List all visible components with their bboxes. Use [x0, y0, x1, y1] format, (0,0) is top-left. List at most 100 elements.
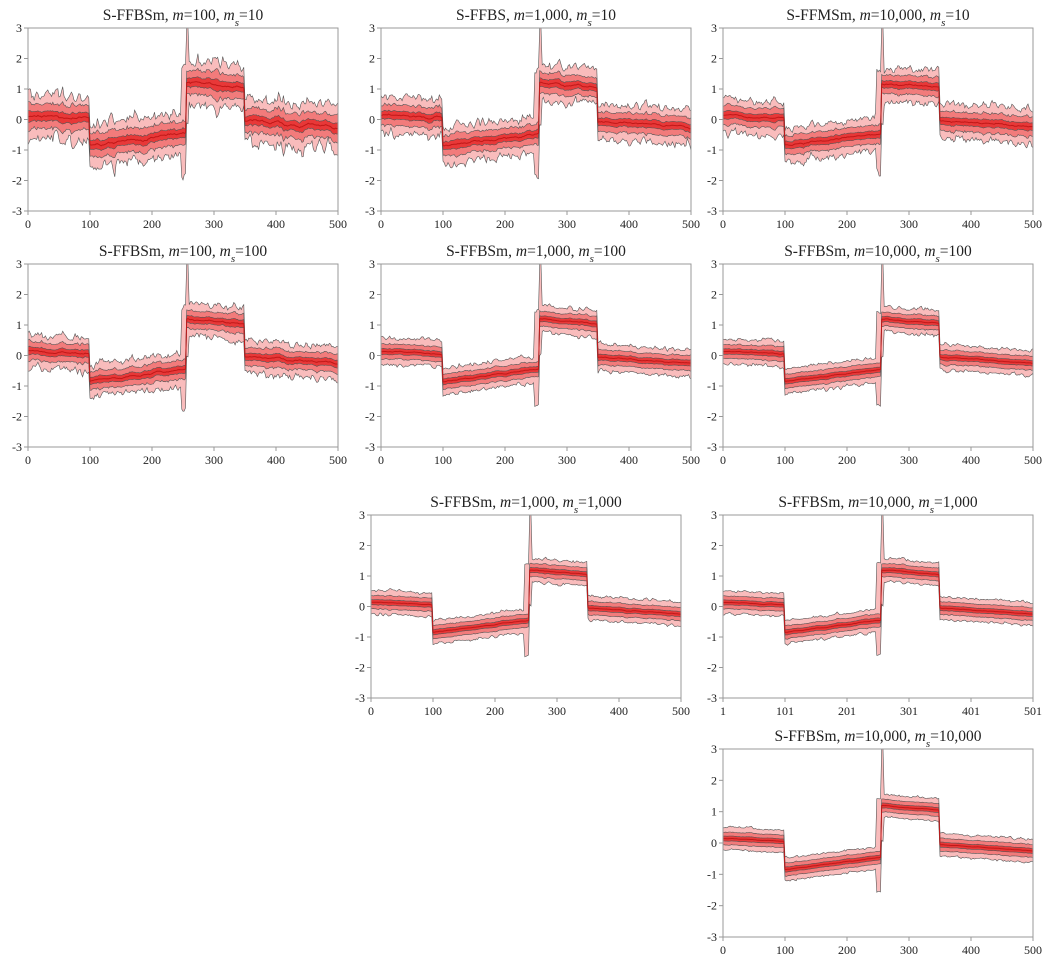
x-tick-label: 400	[962, 453, 980, 467]
chart-panel: S-FFBSm, m=1,000, ms=1,000 3 2 1 0 -1 -2 -3 0 100…	[343, 487, 693, 723]
band-outer	[380, 27, 692, 180]
y-tick-label: 2	[711, 773, 717, 787]
x-tick-label: 400	[620, 453, 638, 467]
chart-panel: S-FFBSm, m=10,000, ms=1,000 3 2 1 0 -1 -2 -3 1 10…	[695, 487, 1045, 723]
x-tick-label: 400	[610, 704, 628, 718]
median-line	[722, 318, 1034, 382]
chart-title: S-FFMSm, m=10,000, ms=10	[786, 7, 970, 29]
x-tick-label: 100	[434, 217, 452, 231]
x-tick-label: 100	[776, 453, 794, 467]
chart-title: S-FFBSm, m=100, ms=100	[99, 243, 267, 265]
y-tick-label: -1	[365, 143, 375, 157]
y-tick-label: 0	[711, 349, 717, 363]
x-tick-label: 200	[143, 217, 161, 231]
x-tick-label: 200	[486, 704, 504, 718]
x-tick-label: 0	[720, 217, 726, 231]
x-tick-label: 500	[682, 453, 700, 467]
y-tick-label: -1	[365, 379, 375, 393]
y-tick-label: 3	[369, 21, 375, 35]
x-tick-label: 400	[620, 217, 638, 231]
y-tick-label: -2	[707, 410, 717, 424]
y-tick-label: -1	[12, 379, 22, 393]
y-tick-label: 0	[369, 113, 375, 127]
y-tick-label: -2	[12, 174, 22, 188]
x-tick-label: 0	[720, 943, 726, 957]
y-tick-label: -2	[12, 410, 22, 424]
y-tick-label: -2	[355, 661, 365, 675]
x-tick-label: 400	[267, 217, 285, 231]
chart-panel: S-FFBS, m=1,000, ms=10 3 2 1 0 -1 -2 -3 0 100 200 3…	[353, 0, 703, 236]
x-tick-label: 200	[143, 453, 161, 467]
x-tick-label: 0	[378, 217, 384, 231]
chart-panel: S-FFBSm, m=10,000, ms=10,000 3 2 1 0 -1 -2 -3 0 1…	[695, 721, 1045, 962]
band-outer	[722, 27, 1034, 177]
x-tick-label: 100	[776, 943, 794, 957]
chart-panel: S-FFBSm, m=100, ms=100 3 2 1 0 -1 -2 -3 0 100 200 3…	[0, 236, 350, 472]
y-tick-label: -2	[365, 410, 375, 424]
chart-title: S-FFBSm, m=1,000, ms=1,000	[430, 494, 622, 516]
median-line	[722, 569, 1034, 634]
y-tick-label: 3	[711, 21, 717, 35]
y-tick-label: -2	[707, 174, 717, 188]
x-tick-label: 401	[962, 704, 980, 718]
x-tick-label: 0	[368, 704, 374, 718]
y-tick-label: 2	[369, 52, 375, 66]
band-outer	[722, 263, 1034, 407]
x-tick-label: 201	[838, 704, 856, 718]
y-tick-label: -3	[355, 691, 365, 705]
median-line	[27, 81, 339, 147]
y-tick-label: -2	[707, 661, 717, 675]
y-tick-label: -3	[12, 440, 22, 454]
median-line	[27, 318, 339, 383]
y-tick-label: 3	[711, 508, 717, 522]
x-tick-label: 0	[720, 453, 726, 467]
x-tick-label: 0	[25, 453, 31, 467]
y-tick-label: 1	[16, 82, 22, 96]
chart-title: S-FFBS, m=1,000, ms=10	[456, 7, 616, 29]
x-tick-label: 400	[267, 453, 285, 467]
chart-title: S-FFBSm, m=1,000, ms=100	[446, 243, 626, 265]
y-tick-label: -3	[707, 440, 717, 454]
median-line	[370, 569, 682, 633]
y-tick-label: 2	[711, 288, 717, 302]
y-tick-label: 0	[16, 113, 22, 127]
x-tick-label: 100	[81, 217, 99, 231]
y-tick-label: 1	[16, 318, 22, 332]
x-tick-label: 200	[838, 453, 856, 467]
y-tick-label: -1	[355, 630, 365, 644]
x-tick-label: 500	[1024, 943, 1042, 957]
y-tick-label: -3	[707, 691, 717, 705]
chart-panel: S-FFBSm, m=100, ms=10 3 2 1 0 -1 -2 -3 0 100 200 30…	[0, 0, 350, 236]
chart-panel: S-FFMSm, m=10,000, ms=10 3 2 1 0 -1 -2 -3 0 100 20…	[695, 0, 1045, 236]
x-tick-label: 200	[496, 453, 514, 467]
chart-title: S-FFBSm, m=10,000, ms=10,000	[775, 728, 982, 750]
y-tick-label: -2	[365, 174, 375, 188]
x-tick-label: 500	[1024, 217, 1042, 231]
y-tick-label: 0	[711, 113, 717, 127]
y-tick-label: -3	[707, 930, 717, 944]
y-tick-label: 1	[711, 318, 717, 332]
y-tick-label: 0	[711, 600, 717, 614]
x-tick-label: 200	[838, 943, 856, 957]
median-line	[380, 81, 692, 147]
y-tick-label: -1	[12, 143, 22, 157]
x-tick-label: 0	[378, 453, 384, 467]
y-tick-label: 2	[359, 539, 365, 553]
y-tick-label: 1	[711, 805, 717, 819]
x-tick-label: 100	[81, 453, 99, 467]
x-tick-label: 300	[900, 217, 918, 231]
chart-title: S-FFBSm, m=10,000, ms=1,000	[778, 494, 977, 516]
x-tick-label: 500	[329, 453, 347, 467]
y-tick-label: 2	[711, 52, 717, 66]
chart-title: S-FFBSm, m=10,000, ms=100	[784, 243, 972, 265]
x-tick-label: 1	[720, 704, 726, 718]
band-outer	[27, 27, 339, 181]
median-line	[723, 804, 1034, 870]
